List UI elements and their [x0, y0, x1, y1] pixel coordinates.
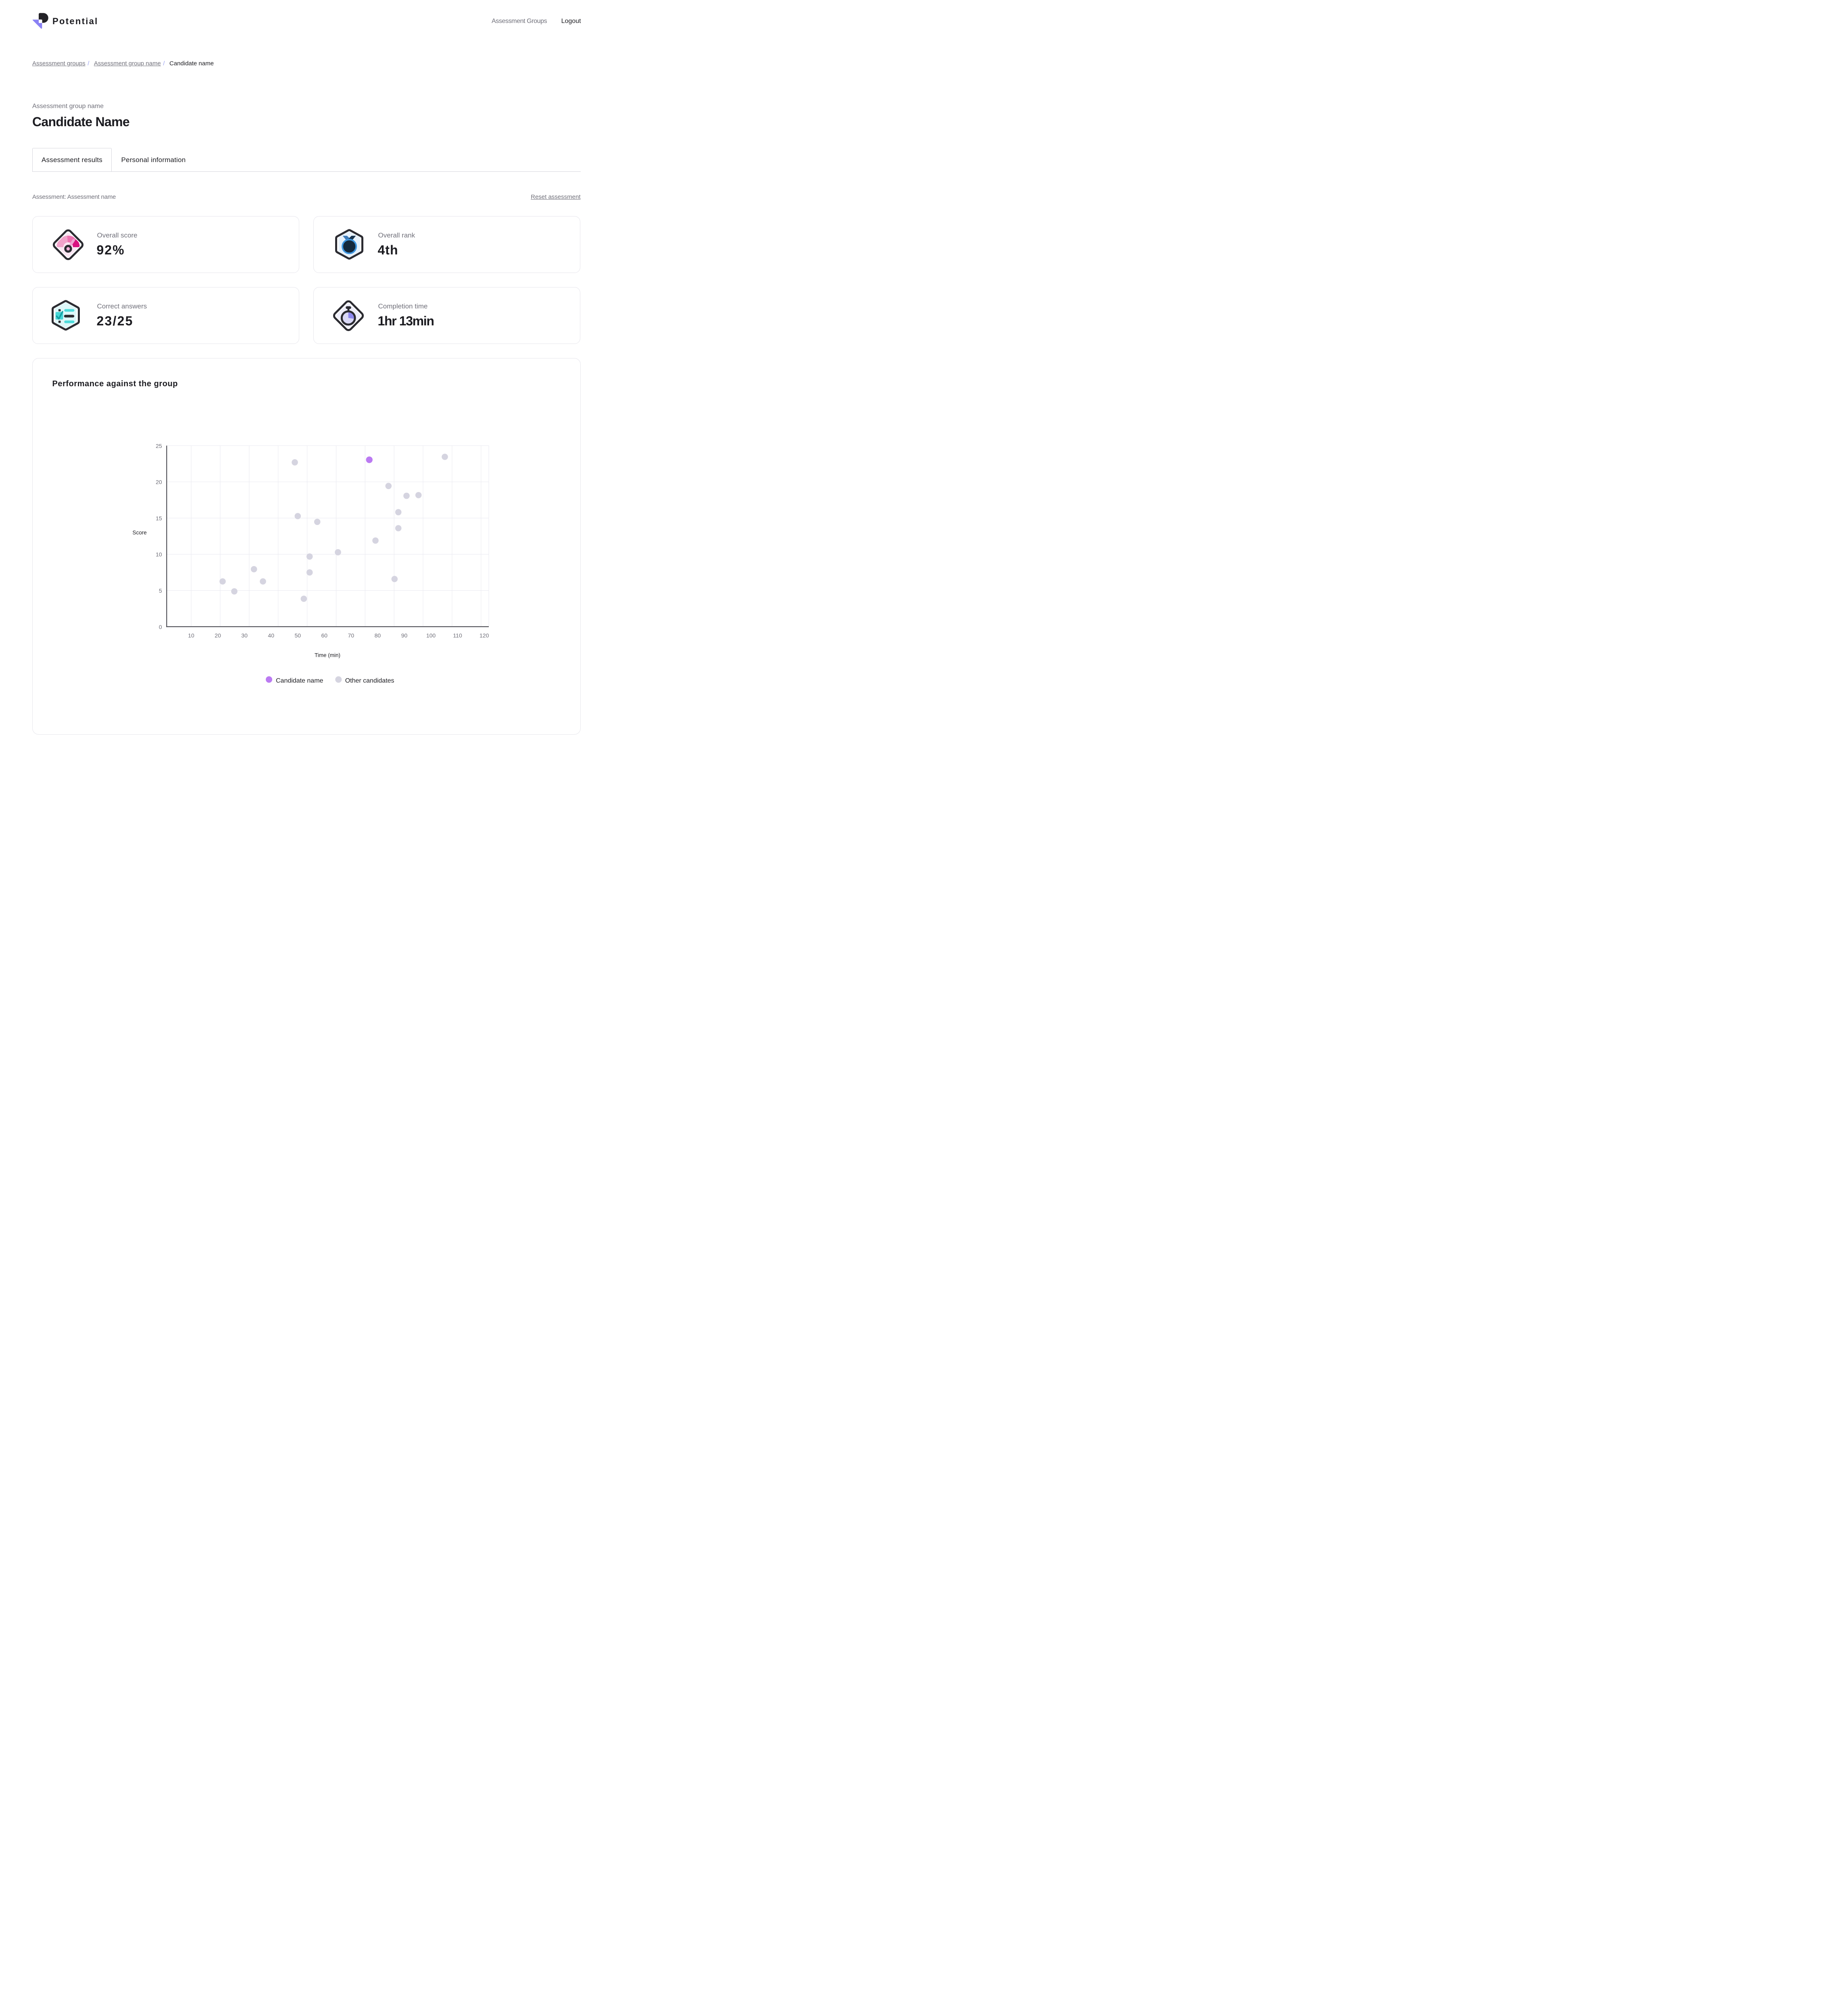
svg-text:20: 20: [156, 479, 162, 485]
svg-text:40: 40: [268, 632, 274, 639]
svg-text:5: 5: [159, 587, 162, 594]
svg-text:70: 70: [348, 632, 354, 639]
svg-text:20: 20: [215, 632, 221, 639]
svg-text:60: 60: [321, 632, 328, 639]
svg-text:110: 110: [453, 632, 462, 639]
svg-text:Time (min): Time (min): [315, 652, 340, 658]
svg-text:90: 90: [401, 632, 408, 639]
svg-text:Other candidates: Other candidates: [345, 677, 394, 684]
svg-text:10: 10: [188, 632, 194, 639]
svg-text:30: 30: [241, 632, 248, 639]
svg-text:100: 100: [426, 632, 436, 639]
svg-text:0: 0: [159, 624, 162, 630]
svg-text:120: 120: [480, 632, 489, 639]
svg-text:25: 25: [156, 443, 162, 449]
svg-text:15: 15: [156, 515, 162, 521]
svg-text:80: 80: [375, 632, 381, 639]
svg-text:Candidate name: Candidate name: [276, 677, 323, 684]
svg-text:10: 10: [156, 551, 162, 558]
svg-text:50: 50: [295, 632, 301, 639]
svg-text:Score: Score: [133, 530, 147, 536]
